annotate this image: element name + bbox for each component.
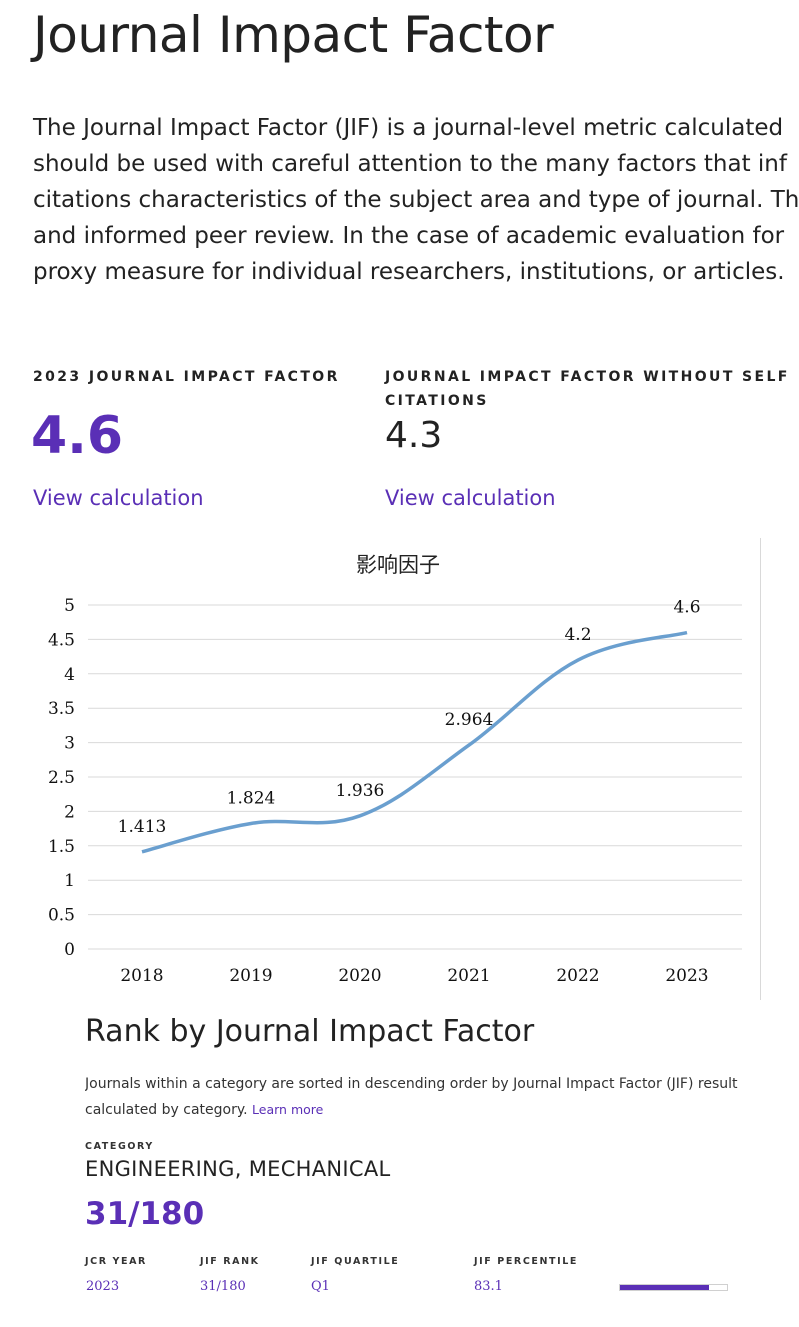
page-title: Journal Impact Factor: [33, 6, 554, 64]
rank-description: Journals within a category are sorted in…: [85, 1072, 738, 1123]
y-tick-label: 0.5: [48, 906, 75, 926]
jif-value: 4.6: [31, 406, 124, 466]
jif-description: The Journal Impact Factor (JIF) is a jou…: [33, 110, 799, 290]
y-tick-label: 4: [64, 665, 75, 685]
category-name: ENGINEERING, MECHANICAL: [85, 1157, 391, 1181]
view-calculation-link-self[interactable]: View calculation: [385, 486, 556, 510]
y-tick-label: 3: [64, 734, 75, 754]
chart-divider: [760, 538, 761, 1000]
y-tick-label: 0: [64, 940, 75, 960]
data-label: 2.964: [445, 710, 494, 730]
data-label: 4.2: [564, 625, 591, 645]
jif-quartile-value: Q1: [311, 1279, 330, 1294]
x-tick-label: 2018: [120, 966, 163, 986]
jcr-year-header: JCR YEAR: [85, 1256, 147, 1267]
y-tick-label: 4.5: [48, 630, 75, 650]
y-tick-label: 5: [64, 596, 75, 616]
percentile-bar-fill: [620, 1285, 709, 1290]
label-line: CITATIONS: [385, 393, 489, 409]
jif-rank-value: 31/180: [200, 1279, 246, 1294]
jif-without-self-label: JOURNAL IMPACT FACTOR WITHOUT SELF CITAT…: [385, 365, 790, 413]
data-label: 4.6: [673, 598, 700, 618]
rank-value: 31/180: [85, 1196, 205, 1232]
y-tick-label: 2.5: [48, 768, 75, 788]
x-tick-label: 2023: [665, 966, 708, 986]
percentile-bar: [619, 1284, 728, 1291]
description-line: citations characteristics of the subject…: [33, 187, 799, 213]
jif-label: 2023 JOURNAL IMPACT FACTOR: [33, 369, 340, 385]
x-tick-label: 2022: [556, 966, 599, 986]
category-label: CATEGORY: [85, 1141, 154, 1152]
jcr-year-value: 2023: [86, 1279, 120, 1294]
jif-percentile-header: JIF PERCENTILE: [474, 1256, 579, 1267]
data-label: 1.413: [118, 817, 167, 837]
y-tick-label: 3.5: [48, 699, 75, 719]
view-calculation-link[interactable]: View calculation: [33, 486, 204, 510]
chart-title: 影响因子: [356, 553, 440, 577]
rank-desc-line2: calculated by category. Learn more: [85, 1097, 738, 1123]
y-tick-label: 1.5: [48, 837, 75, 857]
data-label: 1.936: [336, 781, 385, 801]
description-line: proxy measure for individual researchers…: [33, 259, 785, 285]
description-line: The Journal Impact Factor (JIF) is a jou…: [33, 115, 784, 141]
x-tick-label: 2021: [447, 966, 490, 986]
learn-more-link[interactable]: Learn more: [252, 1102, 324, 1117]
x-tick-label: 2019: [229, 966, 272, 986]
rank-section-title: Rank by Journal Impact Factor: [85, 1014, 535, 1049]
jif-rank-header: JIF RANK: [200, 1256, 260, 1267]
impact-factor-line: [141, 630, 688, 854]
y-tick-label: 1: [64, 871, 75, 891]
rank-desc-text: calculated by category.: [85, 1102, 248, 1118]
rank-desc-line1: Journals within a category are sorted in…: [85, 1076, 738, 1092]
impact-factor-chart: 影响因子 0 0.5 1 1.5 2 2.5 3 3.5 4 4.5 5 2018 2019 2020 2…: [48, 553, 742, 986]
jif-percentile-value: 83.1: [474, 1279, 503, 1294]
description-line: should be used with careful attention to…: [33, 151, 787, 177]
y-tick-label: 2: [64, 802, 75, 822]
label-line: JOURNAL IMPACT FACTOR WITHOUT SELF: [385, 369, 790, 385]
data-label: 1.824: [227, 789, 276, 809]
description-line: and informed peer review. In the case of…: [33, 223, 785, 249]
jif-quartile-header: JIF QUARTILE: [311, 1256, 400, 1267]
jif-without-self-value: 4.3: [385, 415, 443, 456]
x-tick-label: 2020: [338, 966, 381, 986]
